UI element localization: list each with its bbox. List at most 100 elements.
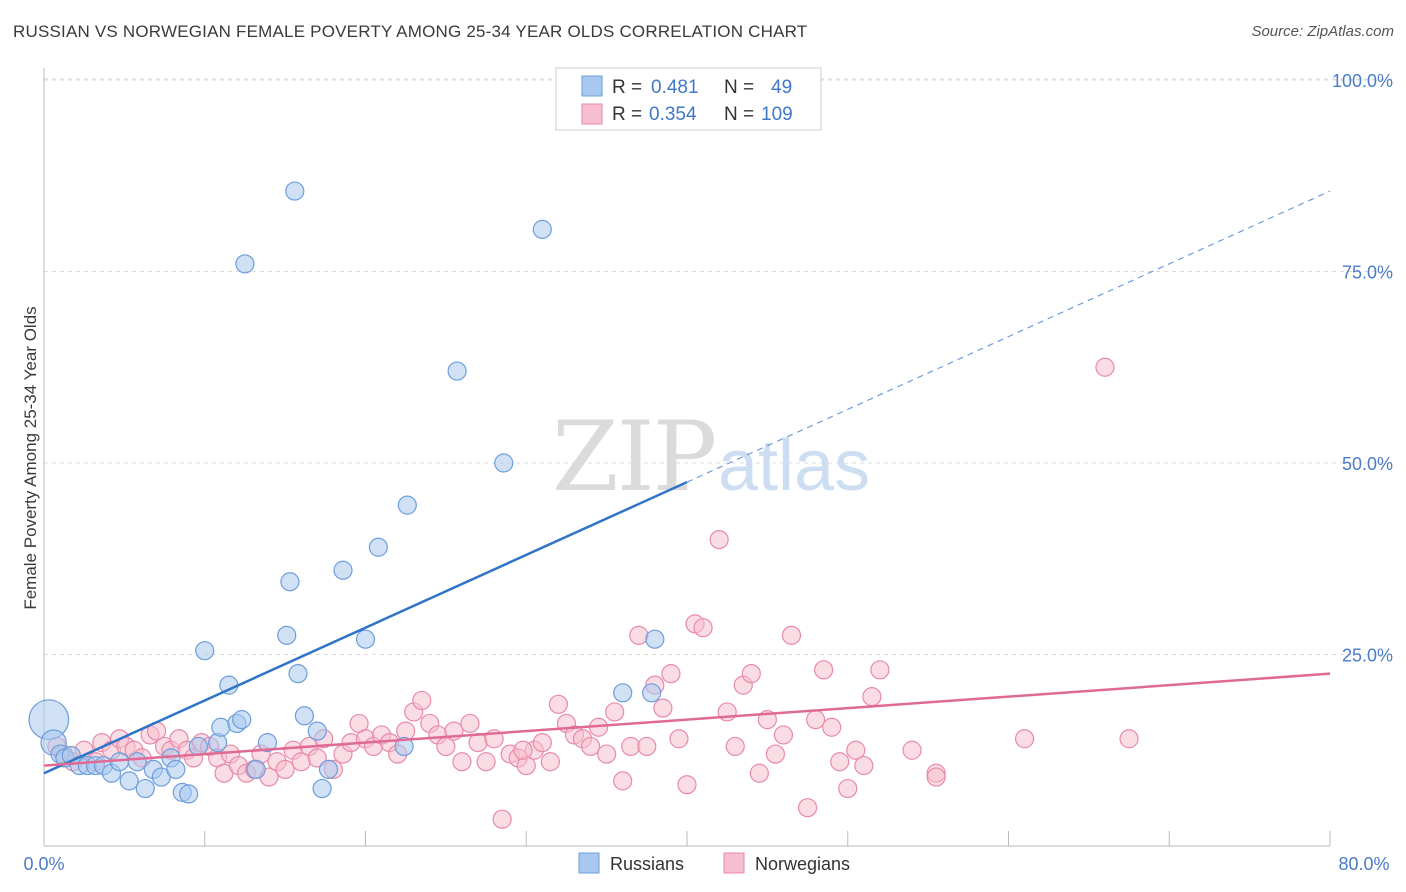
bottom-legend-label-russians: Russians — [610, 854, 684, 874]
russians-point-30 — [280, 572, 300, 592]
y-tick-labels: 25.0% 50.0% 75.0% 100.0% — [1332, 71, 1393, 666]
stats-legend: R = 0.481 N = 49 R = 0.354 N = 109 — [555, 67, 822, 131]
norwegians-point-104 — [926, 767, 946, 787]
russians-point-44 — [494, 453, 514, 473]
bottom-legend-swatch-russians — [578, 852, 600, 874]
trend-lines — [43, 190, 1331, 775]
russians-point-21 — [195, 641, 215, 661]
norwegians-point-79 — [677, 775, 697, 795]
norwegians-point-46 — [412, 690, 432, 711]
legend-n-value-norwegians: 109 — [761, 104, 793, 125]
x-axis-ticks — [43, 831, 1331, 846]
norwegians-point-54 — [476, 752, 496, 772]
watermark-atlas: atlas — [718, 426, 870, 506]
russians-point-46 — [613, 683, 633, 703]
russians-point-42 — [397, 495, 417, 515]
russians-point-47 — [645, 629, 665, 649]
russians-point-38 — [333, 560, 353, 580]
norwegians-point-78 — [669, 729, 689, 749]
bottom-legend-swatch-norwegians — [723, 852, 745, 874]
norwegians-point-93 — [805, 710, 826, 730]
x-tick-label-min: 0.0% — [23, 854, 64, 874]
gridlines — [44, 78, 1392, 655]
norwegians-point-100 — [862, 687, 882, 707]
norwegians-point-99 — [854, 755, 874, 776]
russians-point-28 — [246, 759, 266, 780]
legend-swatch-russians — [581, 75, 603, 97]
y-tick-label-100: 100.0% — [1332, 71, 1393, 91]
russians-point-35 — [307, 721, 327, 741]
norwegians-point-71 — [613, 771, 633, 791]
legend-r-label-norwegians: R = — [612, 104, 642, 125]
trend-line-russians — [43, 481, 688, 775]
russians-point-43 — [447, 361, 467, 381]
chart-source: Source: ZipAtlas.com — [1251, 23, 1394, 40]
y-tick-label-75: 75.0% — [1342, 263, 1393, 283]
legend-n-value-russians: 49 — [771, 77, 792, 98]
norwegians-point-92 — [797, 798, 818, 818]
series-legend: Russians Norwegians — [578, 852, 850, 874]
russians-point-37 — [318, 759, 339, 780]
russians-point-31 — [277, 625, 297, 645]
russians-point-11 — [119, 771, 139, 791]
russians-point-34 — [294, 706, 315, 726]
series-russians-points — [28, 181, 665, 804]
norwegians-point-94 — [814, 660, 834, 680]
norwegians-point-107 — [1119, 729, 1139, 749]
norwegians-point-70 — [605, 702, 625, 722]
legend-r-value-russians: 0.481 — [651, 77, 699, 98]
norwegians-point-98 — [846, 740, 866, 760]
norwegians-point-105 — [1014, 729, 1035, 749]
norwegians-point-72 — [621, 736, 641, 757]
russians-point-26 — [232, 710, 252, 730]
legend-n-label-russians: N = — [724, 77, 754, 98]
norwegians-point-86 — [741, 664, 761, 684]
russians-point-48 — [642, 683, 662, 703]
norwegians-point-96 — [830, 752, 850, 772]
y-tick-label-50: 50.0% — [1342, 454, 1393, 474]
y-axis-label: Female Poverty Among 25-34 Year Olds — [21, 306, 40, 609]
x-tick-label-max: 80.0% — [1338, 854, 1389, 874]
norwegians-point-63 — [548, 694, 569, 714]
russians-point-23 — [211, 717, 231, 737]
russians-point-19 — [179, 784, 199, 804]
norwegians-point-89 — [765, 744, 786, 764]
norwegians-point-56 — [492, 809, 512, 829]
norwegians-point-91 — [781, 625, 802, 645]
norwegians-point-101 — [870, 660, 890, 680]
norwegians-point-69 — [597, 744, 617, 764]
trend-line-norwegians — [43, 672, 1331, 767]
norwegians-point-74 — [637, 736, 657, 757]
norwegians-point-51 — [452, 752, 472, 772]
watermark-zip: ZIP — [552, 401, 715, 513]
norwegians-point-82 — [709, 529, 729, 550]
norwegians-point-108 — [513, 740, 533, 760]
norwegians-point-87 — [749, 763, 769, 783]
russians-point-27 — [235, 254, 255, 274]
bottom-legend-label-norwegians: Norwegians — [755, 854, 850, 874]
legend-n-label-norwegians: N = — [724, 104, 754, 125]
russians-point-39 — [355, 629, 376, 649]
russians-point-17 — [166, 759, 186, 780]
norwegians-point-77 — [661, 664, 681, 684]
norwegians-point-90 — [773, 725, 794, 745]
russians-point-12 — [127, 752, 147, 772]
norwegians-point-52 — [460, 713, 480, 734]
norwegians-point-73 — [629, 625, 649, 645]
russians-point-36 — [312, 778, 332, 799]
norwegians-point-106 — [1095, 357, 1115, 377]
norwegians-point-81 — [693, 618, 713, 638]
norwegians-point-97 — [838, 778, 858, 799]
norwegians-point-67 — [580, 736, 601, 757]
norwegians-point-29 — [275, 759, 295, 780]
norwegians-point-76 — [653, 698, 673, 718]
norwegians-point-84 — [725, 736, 745, 757]
russians-point-45 — [532, 219, 552, 239]
russians-point-29 — [257, 732, 278, 753]
legend-r-value-norwegians: 0.354 — [649, 104, 697, 125]
watermark: ZIP atlas — [552, 401, 870, 513]
norwegians-point-33 — [307, 748, 327, 768]
russians-point-40 — [368, 537, 388, 557]
norwegians-point-62 — [540, 752, 560, 772]
